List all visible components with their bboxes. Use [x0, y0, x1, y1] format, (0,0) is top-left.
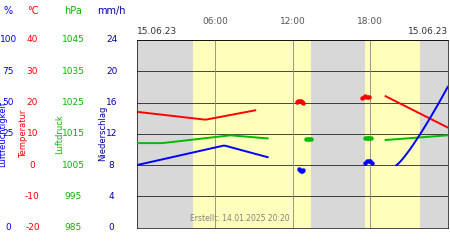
- Text: -10: -10: [25, 192, 40, 201]
- Text: 20: 20: [27, 98, 38, 107]
- Text: 18:00: 18:00: [357, 17, 383, 26]
- Text: Luftfeuchtigkeit: Luftfeuchtigkeit: [0, 101, 7, 167]
- Text: 100: 100: [0, 36, 17, 44]
- Text: 1035: 1035: [62, 67, 85, 76]
- Text: 12: 12: [106, 129, 117, 138]
- Text: mm/h: mm/h: [97, 6, 126, 16]
- Bar: [193, 40, 311, 228]
- Text: Erstellt: 14.01.2025 20:20: Erstellt: 14.01.2025 20:20: [190, 214, 289, 223]
- Text: Temperatur: Temperatur: [19, 110, 28, 158]
- Bar: [420, 40, 448, 228]
- Text: 06:00: 06:00: [202, 17, 228, 26]
- Text: 0: 0: [109, 223, 114, 232]
- Text: 15.06.23: 15.06.23: [137, 27, 177, 36]
- Text: 1015: 1015: [62, 129, 85, 138]
- Text: hPa: hPa: [64, 6, 82, 16]
- Text: 1005: 1005: [62, 160, 85, 170]
- Text: 995: 995: [65, 192, 82, 201]
- Bar: [365, 40, 420, 228]
- Text: Luftdruck: Luftdruck: [55, 114, 64, 154]
- Text: 1045: 1045: [62, 36, 85, 44]
- Text: -20: -20: [25, 223, 40, 232]
- Text: 30: 30: [27, 67, 38, 76]
- Text: 985: 985: [65, 223, 82, 232]
- Text: 20: 20: [106, 67, 117, 76]
- Text: 75: 75: [2, 67, 14, 76]
- Text: 24: 24: [106, 36, 117, 44]
- Bar: [311, 40, 365, 228]
- Bar: [137, 40, 193, 228]
- Text: 4: 4: [109, 192, 114, 201]
- Text: °C: °C: [27, 6, 38, 16]
- Text: 16: 16: [106, 98, 117, 107]
- Text: 1025: 1025: [62, 98, 85, 107]
- Text: 40: 40: [27, 36, 38, 44]
- Text: 50: 50: [2, 98, 14, 107]
- Text: 10: 10: [27, 129, 38, 138]
- Text: 8: 8: [109, 160, 114, 170]
- Text: Niederschlag: Niederschlag: [98, 106, 107, 162]
- Text: 0: 0: [5, 223, 11, 232]
- Text: 0: 0: [30, 160, 35, 170]
- Text: %: %: [4, 6, 13, 16]
- Text: 12:00: 12:00: [279, 17, 306, 26]
- Text: 25: 25: [2, 129, 14, 138]
- Text: 15.06.23: 15.06.23: [408, 27, 448, 36]
